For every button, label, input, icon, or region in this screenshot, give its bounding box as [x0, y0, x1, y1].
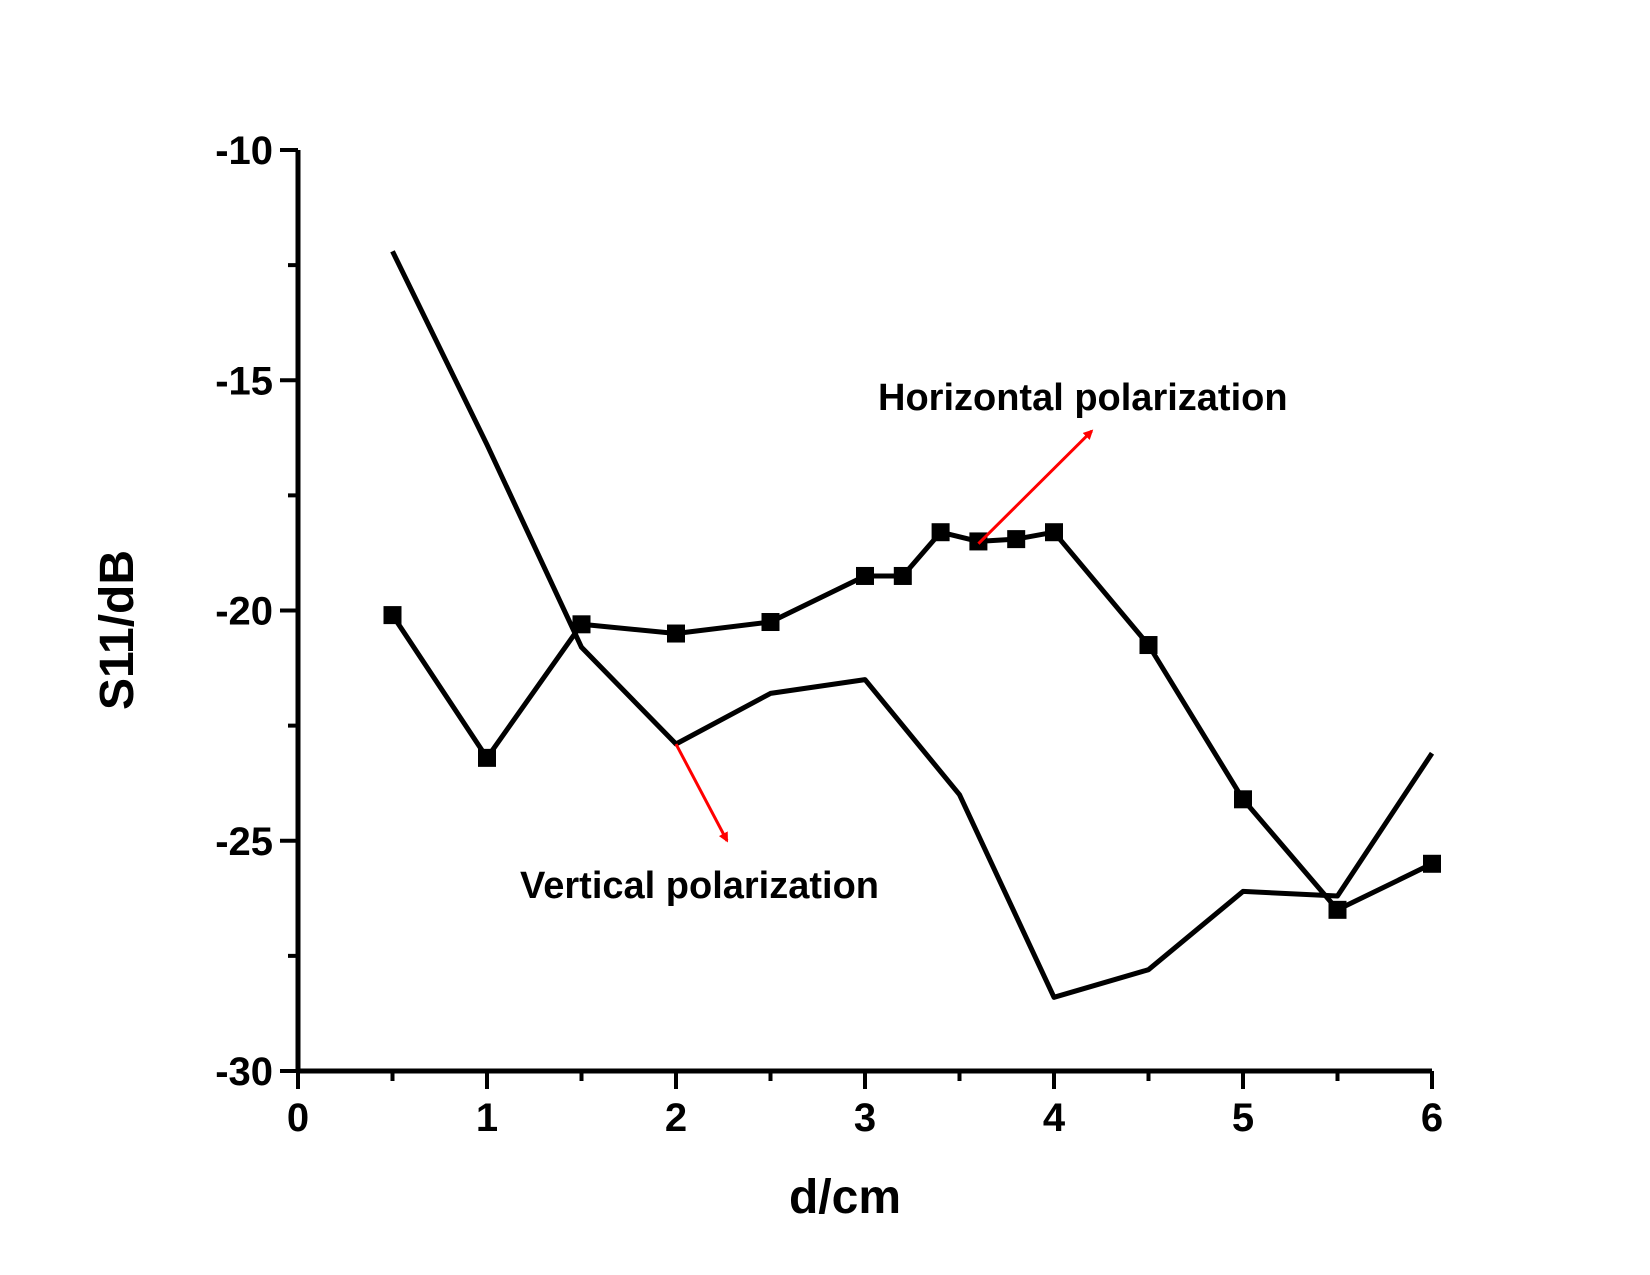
- series-1-marker: [572, 615, 591, 634]
- series-1-marker: [1045, 523, 1063, 542]
- y-tick-label: -10: [215, 129, 273, 173]
- series-1-marker: [931, 523, 950, 542]
- series-1-line: [390, 529, 1434, 913]
- series-layer: [383, 250, 1441, 1000]
- axes: 0 1 2 3 4 5 6 -10 -15 -20 -25 -30: [215, 129, 1443, 1140]
- annotation-label: Horizontal polarization: [878, 377, 1288, 419]
- y-tick-label: -15: [215, 359, 273, 403]
- series-1-marker: [1234, 790, 1252, 809]
- series-1-marker: [1328, 900, 1347, 919]
- annotation-label: Vertical polarization: [520, 865, 879, 907]
- series-1-marker: [893, 566, 912, 585]
- x-tick-label: 0: [287, 1096, 309, 1140]
- series-1-marker: [761, 613, 780, 632]
- series-1-marker: [1007, 530, 1026, 549]
- series-1-marker: [1139, 636, 1158, 655]
- annotation-arrow: [674, 743, 729, 843]
- annotation-arrow: [977, 429, 1094, 545]
- series-1-marker: [478, 748, 496, 767]
- x-tick-label: 3: [854, 1096, 876, 1140]
- x-tick-label: 1: [476, 1096, 498, 1140]
- y-tick-label: -20: [215, 590, 273, 634]
- annotation-layer: Horizontal polarization Vertical polariza…: [520, 377, 1288, 907]
- x-tick-label: 6: [1421, 1096, 1443, 1140]
- series-1-marker: [1423, 854, 1441, 873]
- x-tick-label: 4: [1043, 1096, 1066, 1140]
- series-1-marker: [856, 566, 874, 585]
- series-1-marker: [969, 532, 988, 551]
- series-1-marker: [667, 624, 685, 643]
- y-axis-title: S11/dB: [91, 550, 144, 710]
- x-axis-title: d/cm: [789, 1171, 901, 1224]
- series-2-line: [390, 250, 1435, 1000]
- y-tick-label: -25: [215, 820, 273, 864]
- x-tick-label: 5: [1232, 1096, 1254, 1140]
- x-tick-label: 2: [665, 1096, 687, 1140]
- series-1-marker: [383, 606, 402, 625]
- y-tick-label: -30: [215, 1050, 273, 1094]
